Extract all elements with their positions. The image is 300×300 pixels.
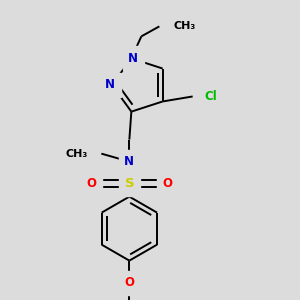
Text: CH₃: CH₃ xyxy=(65,148,87,159)
Text: Cl: Cl xyxy=(205,90,218,103)
Text: N: N xyxy=(128,52,138,65)
Text: O: O xyxy=(124,276,134,289)
Text: O: O xyxy=(86,177,96,190)
Text: S: S xyxy=(124,177,134,190)
Text: CH₃: CH₃ xyxy=(173,21,196,32)
Text: N: N xyxy=(124,155,134,168)
Text: O: O xyxy=(162,177,172,190)
Text: N: N xyxy=(105,79,115,92)
